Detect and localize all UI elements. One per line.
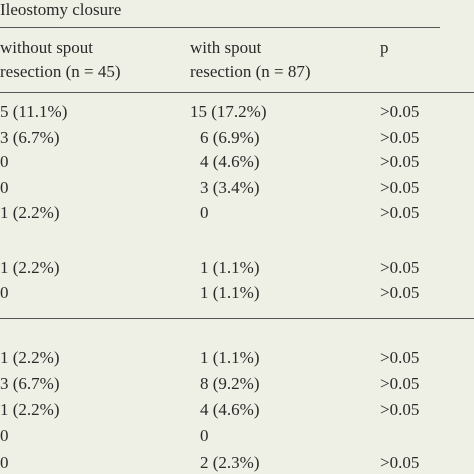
cell: 15 (17.2%) (190, 102, 267, 121)
cell: 3 (6.7%) (0, 128, 60, 147)
cell: >0.05 (380, 258, 420, 277)
cell: >0.05 (380, 203, 420, 222)
cell: 1 (2.2%) (0, 348, 60, 367)
cell: >0.05 (380, 152, 420, 171)
group-header: Ileostomy closure (0, 0, 122, 19)
cell: >0.05 (380, 128, 420, 147)
cell: 0 (0, 453, 9, 472)
cell: 2 (2.3%) (200, 453, 260, 472)
cell: 0 (200, 203, 209, 222)
cell: 3 (3.4%) (200, 178, 260, 197)
cell: >0.05 (380, 348, 420, 367)
cell: 1 (2.2%) (0, 258, 60, 277)
column-header: without spout (0, 38, 94, 57)
cell: 6 (6.9%) (200, 128, 260, 147)
cell: 4 (4.6%) (200, 152, 260, 171)
cell: 0 (0, 426, 9, 445)
cell: 0 (0, 178, 9, 197)
cell: 1 (2.2%) (0, 400, 60, 419)
cell: 0 (0, 152, 9, 171)
rule (0, 27, 440, 28)
cell: >0.05 (380, 453, 420, 472)
cell: 0 (200, 426, 209, 445)
cell: 4 (4.6%) (200, 400, 260, 419)
cell: 8 (9.2%) (200, 374, 260, 393)
cell: >0.05 (380, 178, 420, 197)
cell: 0 (0, 283, 9, 302)
cell: 1 (1.1%) (200, 283, 260, 302)
column-header: resection (n = 87) (190, 62, 311, 81)
cell: >0.05 (380, 374, 420, 393)
rule (0, 92, 474, 93)
cell: >0.05 (380, 283, 420, 302)
cell: >0.05 (380, 102, 420, 121)
column-header: resection (n = 45) (0, 62, 121, 81)
cell: 5 (11.1%) (0, 102, 68, 121)
cell: 1 (1.1%) (200, 258, 260, 277)
cell: 1 (2.2%) (0, 203, 60, 222)
cell: 3 (6.7%) (0, 374, 60, 393)
column-header: with spout (190, 38, 262, 57)
cell: >0.05 (380, 400, 420, 419)
rule (0, 318, 474, 319)
cell: 1 (1.1%) (200, 348, 260, 367)
column-header: p (380, 38, 389, 57)
